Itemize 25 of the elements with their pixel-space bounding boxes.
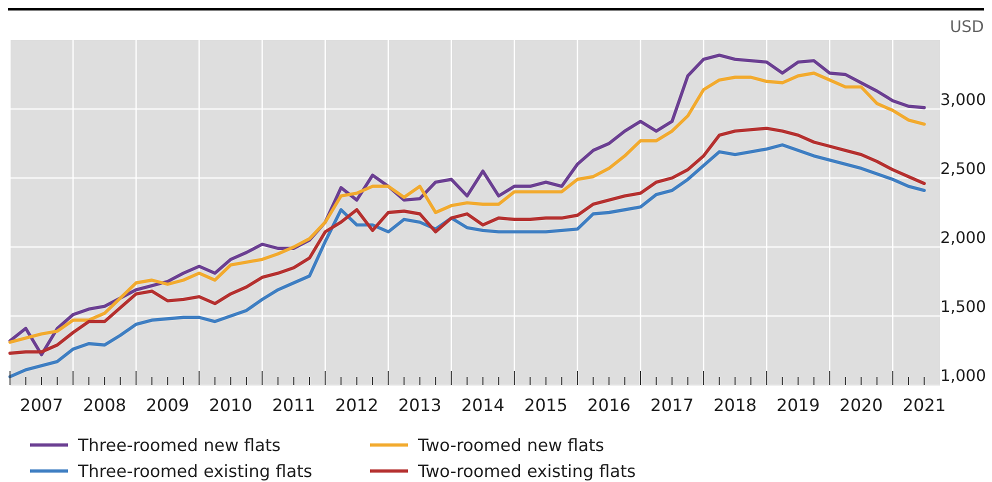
x-tick-label: 2020 [840,396,883,416]
y-tick-label: 3,000 [940,90,986,109]
legend-label: Two-roomed existing flats [417,462,636,482]
x-tick-label: 2010 [209,396,252,416]
y-axis-title: USD [950,17,984,36]
y-tick-label: 1,500 [940,297,986,316]
x-tick-label: 2015 [524,396,568,416]
x-tick-label: 2009 [146,396,190,416]
x-tick-label: 2012 [335,396,378,416]
legend-label: Three-roomed new flats [77,436,281,456]
y-tick-label: 1,000 [940,366,986,385]
x-tick-label: 2011 [272,396,316,416]
x-tick-label: 2019 [776,396,820,416]
x-tick-label: 2018 [713,396,757,416]
x-tick-label: 2008 [82,396,126,416]
x-tick-label: 2013 [398,396,442,416]
y-tick-label: 2,000 [940,228,986,247]
x-tick-label: 2014 [461,396,505,416]
x-tick-label: 2007 [20,396,64,416]
x-tick-label: 2021 [902,396,946,416]
x-tick-label: 2016 [587,396,631,416]
legend-label: Three-roomed existing flats [77,462,312,482]
legend-label: Two-roomed new flats [417,436,604,456]
y-tick-label: 2,500 [940,159,986,178]
x-tick-label: 2017 [650,396,694,416]
